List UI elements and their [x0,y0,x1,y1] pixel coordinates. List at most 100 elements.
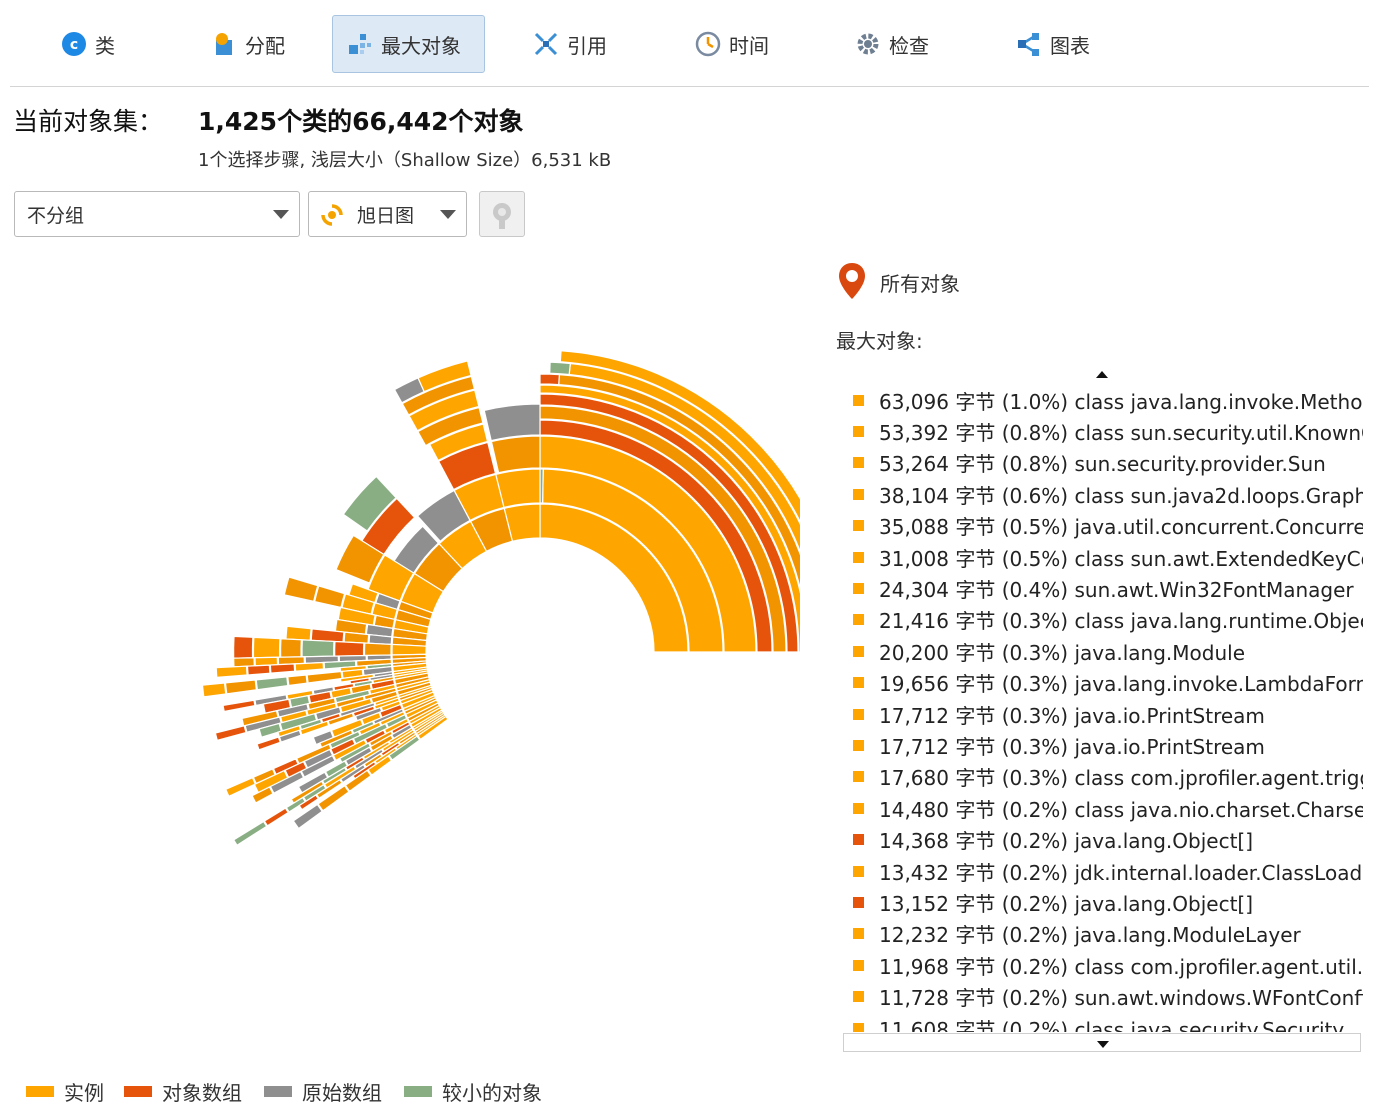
sunburst-segment[interactable] [251,786,274,804]
sunburst-segment[interactable] [327,712,355,726]
list-item[interactable]: 13,432 字节 (0.2%) jdk.internal.loader.Cla… [843,856,1363,886]
sunburst-segment[interactable] [334,640,365,657]
list-item[interactable]: 17,712 字节 (0.3%) java.io.PrintStream [843,730,1363,760]
sunburst-segment[interactable] [539,373,561,386]
sunburst-segment[interactable] [408,389,480,432]
sunburst-segment[interactable] [306,670,343,684]
tab-graph[interactable]: 图表 [1001,15,1105,73]
sunburst-segment[interactable] [428,423,489,462]
sunburst-segment[interactable] [549,361,571,376]
sunburst-segment[interactable] [232,820,268,847]
sunburst-segment[interactable] [233,635,254,659]
sunburst-segment[interactable] [278,729,302,743]
list-item[interactable]: 12,232 字节 (0.2%) java.lang.ModuleLayer [843,919,1363,949]
sunburst-segment[interactable] [269,663,296,674]
list-item[interactable]: 53,264 字节 (0.8%) sun.security.provider.S… [843,448,1363,478]
sunburst-segment[interactable] [539,384,800,653]
sunburst-segment[interactable] [344,769,372,793]
tab-inspections[interactable]: 检查 [840,15,944,73]
sunburst-segment[interactable] [388,735,421,761]
legend-item: 较小的对象 [404,1077,542,1106]
sunburst-segment[interactable] [343,631,370,644]
sunburst-segment[interactable] [298,794,320,811]
sunburst-segment[interactable] [224,776,257,798]
sunburst-chart[interactable] [0,250,800,930]
list-item-label: 63,096 字节 (1.0%) class java.lang.invoke.… [879,389,1363,414]
type-swatch [853,739,864,751]
sunburst-segment[interactable] [539,393,799,653]
sunburst-segment[interactable] [367,755,393,776]
sunburst-segment[interactable] [401,375,476,416]
sunburst-segment[interactable] [263,807,290,827]
sunburst-segment[interactable] [417,406,484,447]
sunburst-segment[interactable] [317,784,350,812]
list-item-label: 12,232 字节 (0.2%) java.lang.ModuleLayer [879,923,1301,948]
scroll-down-arrow-icon[interactable] [1097,1041,1109,1048]
biggest-objects-list[interactable]: 63,096 字节 (1.0%) class java.lang.invoke.… [843,385,1363,1032]
sunburst-segment[interactable] [315,778,343,800]
sunburst-segment[interactable] [224,679,258,695]
list-item[interactable]: 31,008 字节 (0.5%) class sun.awt.ExtendedK… [843,542,1363,572]
list-item[interactable]: 13,152 字节 (0.2%) java.lang.Object[] [843,887,1363,917]
list-scrollbar[interactable] [843,1033,1361,1052]
list-item[interactable]: 24,304 字节 (0.4%) sun.awt.Win32FontManage… [843,573,1363,603]
list-item[interactable]: 17,680 字节 (0.3%) class com.jprofiler.age… [843,762,1363,792]
list-item[interactable]: 11,968 字节 (0.2%) class com.jprofiler.age… [843,950,1363,980]
sunburst-segment[interactable] [391,643,427,656]
sunburst-segment[interactable] [490,435,541,474]
sunburst-segment[interactable] [483,403,541,442]
list-item[interactable]: 17,712 字节 (0.3%) java.io.PrintStream [843,699,1363,729]
list-item[interactable]: 63,096 字节 (1.0%) class java.lang.invoke.… [843,385,1363,415]
sunburst-segment[interactable] [363,642,392,657]
list-item[interactable]: 11,608 字节 (0.2%) class java.security.Sec… [843,1013,1363,1032]
sunburst-segment[interactable] [292,803,323,830]
scroll-up-arrow-icon[interactable] [1096,371,1108,378]
sunburst-segment[interactable] [252,636,281,659]
sunburst-segment[interactable] [279,638,302,658]
tab-allocations[interactable]: 分配 [196,15,300,73]
chevron-down-icon [440,210,456,219]
type-swatch [853,645,864,657]
tab-label: 分配 [245,33,285,58]
sunburst-segment[interactable] [301,639,335,658]
list-item[interactable]: 11,728 字节 (0.2%) sun.awt.windows.WFontCo… [843,982,1363,1012]
options-button[interactable] [479,191,525,237]
sunburst-segment[interactable] [417,715,449,741]
list-item[interactable]: 19,656 字节 (0.3%) java.lang.invoke.Lambda… [843,668,1363,698]
sunburst-segment[interactable] [287,674,308,687]
sunburst-segment[interactable] [285,625,312,641]
list-item[interactable]: 14,480 字节 (0.2%) class java.nio.charset.… [843,793,1363,823]
sunburst-segment[interactable] [294,661,325,672]
sunburst-segment[interactable] [214,725,247,742]
sunburst-segment[interactable] [559,350,800,652]
sunburst-segment[interactable] [437,441,497,491]
sunburst-segment[interactable] [215,665,248,679]
list-item[interactable]: 20,200 字节 (0.3%) java.lang.Module [843,636,1363,666]
sunburst-segment[interactable] [256,736,282,751]
sunburst-segment[interactable] [416,489,471,543]
tab-time[interactable]: 时间 [680,15,784,73]
tab-biggest-objects[interactable]: 最大对象 [332,15,485,73]
sunburst-segment[interactable] [222,699,256,713]
list-item[interactable]: 53,392 字节 (0.8%) class sun.security.util… [843,416,1363,446]
sunburst-segment[interactable] [283,576,319,603]
chart-type-select[interactable]: 旭日图 [308,191,467,237]
sunburst-segment[interactable] [313,585,346,609]
sunburst-segment[interactable] [299,720,330,736]
list-item[interactable]: 21,416 字节 (0.3%) class java.lang.runtime… [843,605,1363,635]
grouping-select[interactable]: 不分组 [14,191,300,237]
list-item[interactable]: 38,104 字节 (0.6%) class sun.java2d.loops.… [843,479,1363,509]
sunburst-segment[interactable] [246,664,271,676]
sunburst-segment[interactable] [335,534,385,584]
list-item[interactable]: 35,088 字节 (0.5%) java.util.concurrent.Co… [843,511,1363,541]
sunburst-segment[interactable] [300,754,336,778]
sunburst-segment[interactable] [393,377,425,404]
sunburst-segment[interactable] [201,682,227,698]
breadcrumb-path[interactable]: 所有对象 [880,272,960,296]
tab-references[interactable]: 引用 [518,15,622,73]
sunburst-segment[interactable] [269,770,305,795]
tab-classes[interactable]: c 类 [46,15,130,73]
list-item[interactable]: 14,368 字节 (0.2%) java.lang.Object[] [843,825,1363,855]
sunburst-segment[interactable] [255,676,289,691]
sunburst-segment[interactable] [342,475,397,532]
